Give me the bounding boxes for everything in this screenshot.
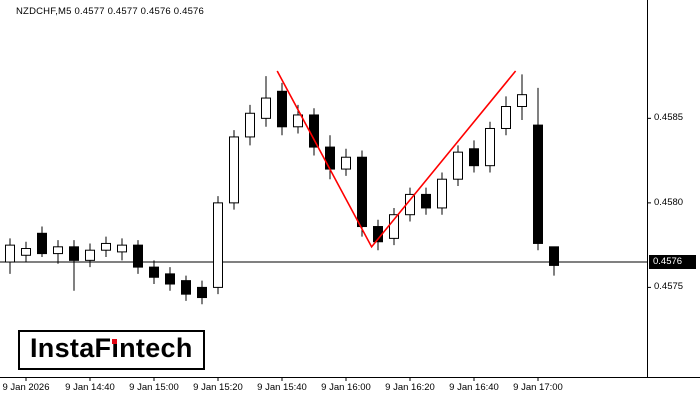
- bull-candle-body: [293, 114, 303, 128]
- bear-candle-body: [421, 193, 431, 209]
- bull-candle-body: [245, 112, 255, 138]
- bear-candle-body: [165, 273, 175, 285]
- price-tick-label: 0.4580: [654, 196, 684, 208]
- bear-candle-body: [69, 246, 79, 261]
- logo-text-prefix: InstaF: [30, 333, 112, 363]
- bear-candle-body: [133, 244, 143, 268]
- bear-candle-body: [533, 124, 543, 244]
- logo-letter-i: ı: [111, 333, 120, 364]
- bear-candle-body: [149, 266, 159, 278]
- logo-i-glyph: ı: [111, 333, 120, 363]
- time-tick-label: 9 Jan 16:20: [385, 382, 435, 393]
- bid-price-box: 0.4576: [649, 255, 696, 270]
- time-tick-label: 9 Jan 17:00: [513, 382, 563, 393]
- bull-candle-body: [85, 249, 95, 261]
- bull-candle-body: [213, 202, 223, 288]
- bull-candle-body: [437, 178, 447, 209]
- bull-candle-body: [261, 97, 271, 119]
- time-tick-label: 9 Jan 15:20: [193, 382, 243, 393]
- bull-candle-body: [5, 244, 15, 263]
- time-tick-label: 9 Jan 15:40: [257, 382, 307, 393]
- bull-candle-body: [229, 136, 239, 204]
- logo-i-dot: [112, 339, 117, 344]
- time-tick-label: 9 Jan 15:00: [129, 382, 179, 393]
- bull-candle-body: [453, 151, 463, 180]
- bull-candle-body: [101, 242, 111, 251]
- bull-candle-body: [517, 94, 527, 108]
- bear-candle-body: [549, 246, 559, 266]
- bull-candle-body: [389, 214, 399, 239]
- time-tick-label: 9 Jan 2026: [2, 382, 50, 393]
- bear-candle-body: [469, 148, 479, 167]
- bear-candle-body: [197, 286, 207, 299]
- bear-candle-body: [37, 232, 47, 255]
- bull-candle-body: [485, 127, 495, 167]
- instafintech-logo: InstaFı ntech: [18, 330, 205, 370]
- time-tick-label: 9 Jan 16:40: [449, 382, 499, 393]
- bear-candle-body: [325, 146, 335, 170]
- bear-candle-body: [181, 280, 191, 295]
- bear-candle-body: [357, 156, 367, 228]
- time-tick-label: 9 Jan 14:40: [65, 382, 115, 393]
- bull-candle-body: [501, 106, 511, 129]
- price-tick-label: 0.4585: [654, 112, 684, 124]
- zigzag-pattern-line: [276, 70, 517, 249]
- bull-candle-body: [341, 156, 351, 170]
- bull-candle-body: [21, 248, 31, 256]
- chart-symbol-title: NZDCHF,M5 0.4577 0.4577 0.4576 0.4576: [16, 6, 205, 17]
- logo-text-suffix: ntech: [119, 333, 193, 363]
- time-axis[interactable]: 9 Jan 2026 9 Jan 14:40 9 Jan 15:00 9 Jan 15…: [0, 378, 700, 400]
- bear-candle-body: [309, 114, 319, 148]
- price-axis[interactable]: 0.4585 0.4580 0.4575: [647, 0, 700, 378]
- time-tick-label: 9 Jan 16:00: [321, 382, 371, 393]
- bear-candle-body: [277, 90, 287, 128]
- bull-candle-body: [117, 244, 127, 253]
- bull-candle-body: [53, 246, 63, 255]
- price-tick-label: 0.4575: [654, 281, 684, 293]
